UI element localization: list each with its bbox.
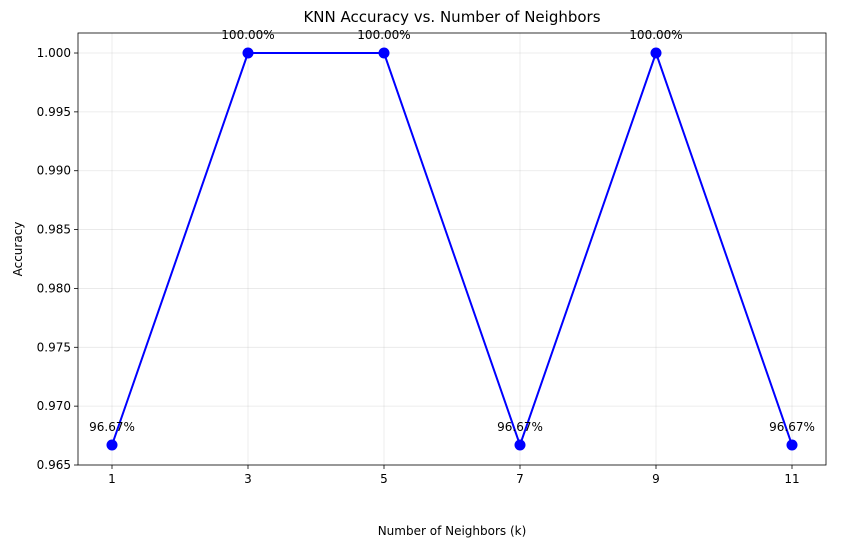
series-layer [106,47,798,451]
data-point [514,439,526,451]
data-point [242,47,254,59]
y-axis-label: Accuracy [11,222,25,277]
series-line [111,52,793,446]
y-tick-label: 0.990 [37,164,71,178]
data-label: 100.00% [357,28,410,42]
data-point [106,439,118,451]
y-tick-label: 0.995 [37,105,71,119]
x-tick-label: 1 [108,472,116,486]
y-tick-label: 0.980 [37,281,71,295]
y-tick-label: 0.975 [37,340,71,354]
data-label: 96.67% [89,420,135,434]
x-tick-label: 11 [784,472,799,486]
data-point [786,439,798,451]
y-tick-label: 0.985 [37,223,71,237]
chart-title: KNN Accuracy vs. Number of Neighbors [303,8,600,26]
y-tick-label: 0.965 [37,458,71,472]
y-tick-label: 0.970 [37,399,71,413]
data-label: 96.67% [769,420,815,434]
x-tick-label: 9 [652,472,660,486]
axes: 1 3 5 7 9 11 0.965 0.970 0.975 0.980 0.985 0.990 0.9… [37,46,800,486]
data-point [378,47,390,59]
plot-frame [77,32,827,466]
x-axis-label: Number of Neighbors (k) [378,524,527,538]
data-label: 100.00% [629,28,682,42]
data-labels: 96.67% 100.00% 100.00% 96.67% 100.00% 96.67% [89,28,815,434]
data-point [650,47,662,59]
x-tick-label: 7 [516,472,524,486]
grid [78,33,826,466]
data-label: 100.00% [221,28,274,42]
y-tick-label: 1.000 [37,46,71,60]
data-label: 96.67% [497,420,543,434]
x-tick-label: 5 [380,472,388,486]
x-tick-label: 3 [244,472,252,486]
